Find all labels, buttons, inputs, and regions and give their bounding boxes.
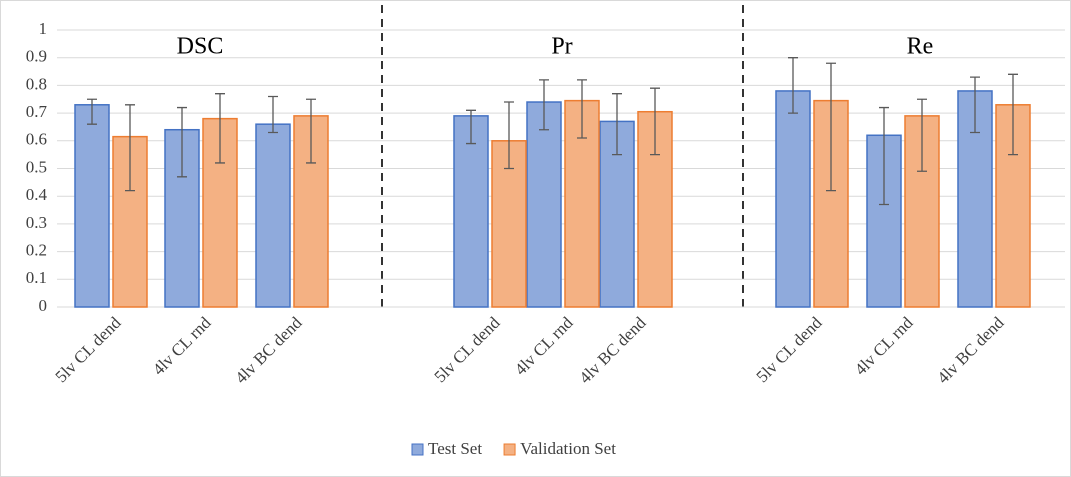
bar: [255, 123, 291, 308]
error-bar: [177, 106, 187, 178]
error-bar: [504, 101, 514, 170]
y-tick-label: 0.2: [26, 241, 47, 260]
error-bar: [1008, 73, 1018, 156]
panel-title: Re: [907, 34, 934, 60]
legend-label: Validation Set: [520, 439, 616, 458]
bar: [526, 101, 562, 308]
error-bar: [970, 76, 980, 134]
error-bar: [268, 95, 278, 134]
error-bar: [125, 104, 135, 192]
y-tick-label: 0.8: [26, 74, 47, 93]
bar: [453, 115, 489, 308]
error-bar: [306, 98, 316, 164]
y-tick-label: 1: [39, 19, 48, 38]
panel-title: DSC: [177, 34, 224, 60]
error-bar: [788, 57, 798, 114]
bar: [775, 90, 811, 308]
y-tick-label: 0.1: [26, 268, 47, 287]
error-bar: [577, 79, 587, 139]
error-bar: [879, 106, 889, 206]
legend-swatch: [503, 443, 516, 456]
error-bar: [826, 62, 836, 192]
y-tick-label: 0.6: [26, 130, 47, 149]
y-tick-label: 0.3: [26, 213, 47, 232]
y-tick-label: 0.9: [26, 47, 47, 66]
y-tick-label: 0.7: [26, 102, 48, 121]
error-bar: [466, 109, 476, 145]
y-tick-label: 0.5: [26, 157, 47, 176]
error-bar: [917, 98, 927, 172]
y-tick-label: 0.4: [26, 185, 48, 204]
error-bar: [612, 93, 622, 156]
y-tick-label: 0: [39, 296, 48, 315]
error-bar: [215, 93, 225, 164]
error-bar: [87, 98, 97, 125]
legend-swatch: [411, 443, 424, 456]
error-bar: [650, 87, 660, 156]
error-bar: [539, 79, 549, 131]
panel-title: Pr: [551, 34, 572, 60]
legend-label: Test Set: [428, 439, 482, 458]
bar: [74, 104, 110, 308]
